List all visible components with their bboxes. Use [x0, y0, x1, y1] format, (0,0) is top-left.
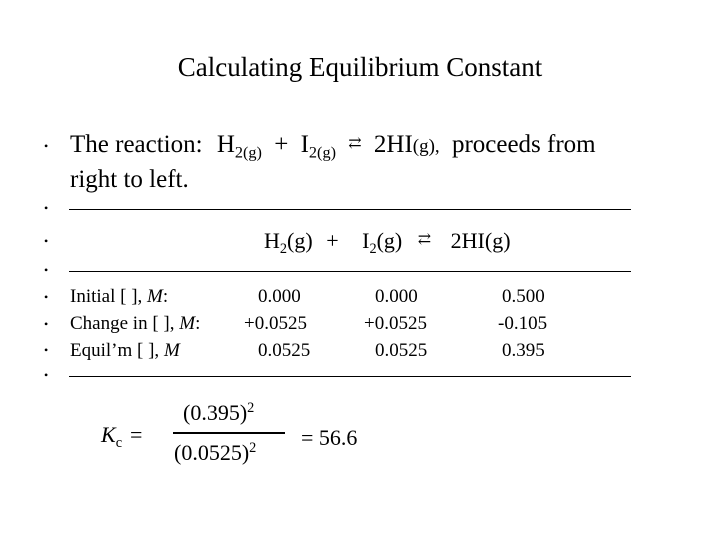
reaction-statement: The reaction: H2(g) + I2(g) ⇄ 2HI(g), pr… [70, 131, 596, 162]
bullet-marker: • [44, 343, 49, 357]
table-top-rule [69, 209, 631, 210]
reactant-i2: I2(g) [300, 131, 336, 162]
reaction-tail: proceeds from [451, 131, 596, 158]
header-hi: 2HI(g) [450, 228, 511, 253]
kc-result: = 56.6 [301, 425, 358, 450]
reaction-statement-line2: right to left. [70, 166, 189, 193]
header-i2: I2(g) [362, 228, 403, 257]
header-equilibrium-arrow-icon: ⇄ [417, 231, 432, 248]
ice-cell: 0.500 [502, 286, 545, 307]
fraction-bar [173, 432, 285, 434]
ice-cell: 0.0525 [258, 340, 311, 361]
ice-cell: -0.105 [498, 313, 548, 334]
equilibrium-arrow-icon: ⇄ [348, 135, 362, 152]
bullet-marker: • [44, 290, 49, 304]
product-hi: 2HI(g), [373, 131, 440, 158]
bullet-marker: • [44, 368, 49, 382]
table-bottom-rule [69, 376, 631, 377]
bullet-marker: • [44, 139, 49, 153]
plus-sign: + [274, 131, 289, 158]
page-title: Calculating Equilibrium Constant [177, 52, 543, 82]
kc-label: Kc = [101, 422, 143, 451]
ice-cell: 0.000 [258, 286, 301, 307]
ice-row-label: Change in [ ], M: [70, 313, 201, 334]
ice-cell: +0.0525 [244, 313, 307, 334]
reaction-intro: The reaction: [70, 131, 203, 158]
reactant-h2: H2(g) [216, 131, 262, 162]
ice-cell: +0.0525 [364, 313, 427, 334]
bullet-marker: • [44, 317, 49, 331]
kc-numerator: (0.395)2 [183, 400, 255, 425]
ice-row-label: Initial [ ], M: [70, 286, 169, 307]
ice-row-label: Equil’m [ ], M [70, 340, 180, 361]
bullet-marker: • [44, 263, 49, 277]
header-plus: + [326, 228, 339, 253]
ice-cell: 0.0525 [375, 340, 428, 361]
kc-denominator: (0.0525)2 [174, 440, 257, 465]
table-header-rule [69, 271, 631, 272]
header-h2: H2(g) [264, 228, 313, 257]
ice-cell: 0.395 [502, 340, 545, 361]
ice-cell: 0.000 [375, 286, 418, 307]
ice-header-equation: H2(g) + I2(g) ⇄ 2HI(g) [264, 228, 511, 257]
bullet-marker: • [44, 234, 49, 248]
bullet-marker: • [44, 201, 49, 215]
